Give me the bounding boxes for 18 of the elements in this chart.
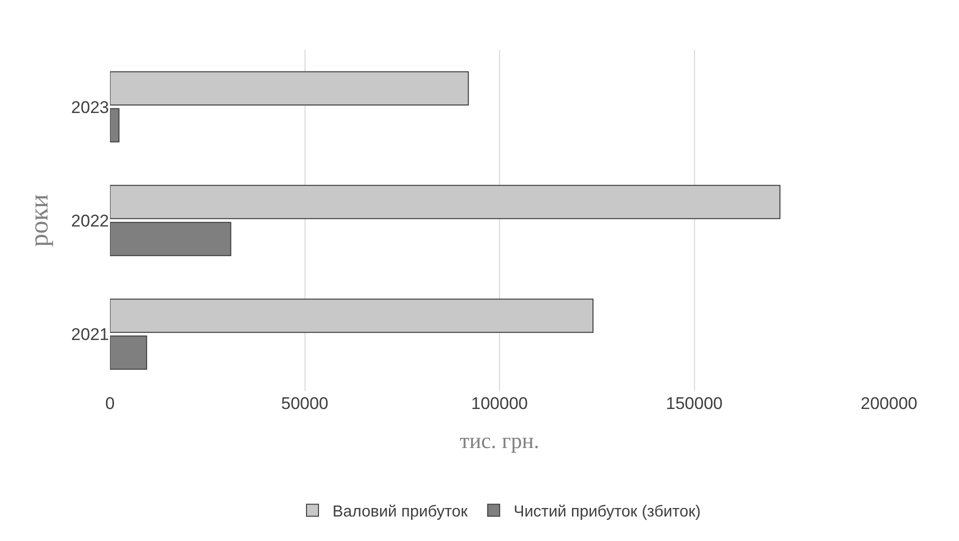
bar [110, 336, 148, 370]
bar [110, 222, 232, 256]
legend-label: Чистий прибуток (збиток) [514, 503, 701, 520]
y-tick-label: 2022 [71, 211, 109, 230]
x-tick-label: 100000 [471, 394, 528, 413]
bar [110, 71, 469, 106]
x-tick-label: 50000 [281, 394, 328, 413]
x-tick-label: 200000 [860, 394, 918, 413]
x-tick-label: 150000 [666, 394, 723, 413]
x-tick-label: 0 [105, 394, 115, 413]
y-tick-label: 2023 [71, 98, 109, 117]
bar [110, 298, 594, 333]
x-axis-title: тис. грн. [460, 428, 540, 453]
y-tick-label: 2021 [71, 325, 109, 344]
legend-label: Валовий прибуток [332, 503, 469, 520]
bar [110, 108, 120, 142]
y-axis-title: роки [24, 194, 54, 247]
bar [110, 184, 780, 220]
